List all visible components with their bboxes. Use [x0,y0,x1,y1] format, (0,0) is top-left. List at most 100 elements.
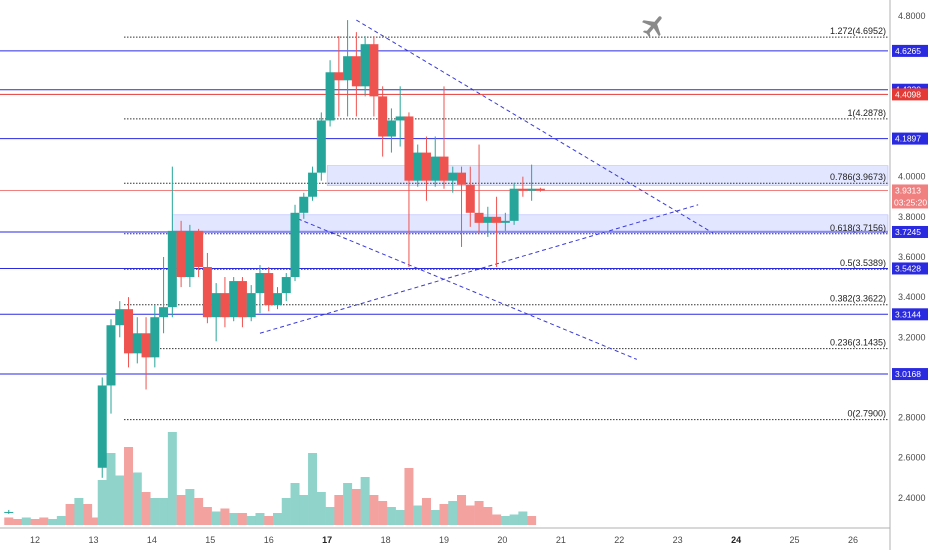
candle-body [255,273,265,294]
x-tick-label: 14 [147,535,157,545]
volume-bar [246,516,256,525]
y-tick-label: 3.4000 [898,292,926,302]
volume-bar [457,495,467,525]
volume-bar [91,517,101,525]
current-price-tag [892,184,928,209]
volume-bar [237,513,247,525]
volume-bar [430,510,440,525]
candle-body [237,281,247,318]
trendline [259,204,699,334]
volume-bar [132,472,142,525]
x-tick-label: 20 [497,535,507,545]
y-tick-label: 2.8000 [898,413,926,423]
candle-body [106,325,116,386]
fib-label: 0.5(3.5389) [840,258,886,268]
price-tag [892,132,928,145]
volume-bar [413,505,423,525]
candle-body [141,333,151,358]
volume-bar [56,516,66,525]
candle-body [465,184,475,213]
candle-body [325,72,335,121]
volume-bar [65,504,75,525]
volume-bar [299,495,309,525]
volume-bar [264,516,274,525]
candle-body [211,293,221,318]
candle-body [334,72,344,81]
y-tick-label: 3.6000 [898,252,926,262]
volume-bar [308,453,318,525]
fib-label: 1(4.2878) [847,108,886,118]
candle-body [492,216,502,223]
volume-bar [255,513,265,525]
trendline [297,218,637,360]
volume-bar [141,492,151,525]
zone-0 [326,165,889,186]
candle-body [527,188,537,191]
candle-body [229,281,239,318]
x-tick-label: 15 [205,535,215,545]
volume-bar [439,504,449,525]
candle-body [360,44,370,87]
x-tick-label: 25 [790,535,800,545]
fib-label: 0.786(3.9673) [830,172,886,182]
volume-bar [97,480,107,525]
fib-label: 0(2.7900) [847,409,886,419]
x-tick-label: 23 [673,535,683,545]
price-tag [892,225,928,238]
price-tag-label: 3.5428 [895,263,921,273]
candle-body [159,307,169,318]
candle-body [369,44,379,97]
volume-bar [474,501,484,525]
volume-bar [378,501,388,525]
candle-body [264,273,274,306]
volume-bar [351,489,361,525]
candle-body [483,216,493,223]
volume-bar [211,511,221,525]
candle-body [132,333,142,354]
volume-bar [83,504,93,525]
candle-body [457,172,467,185]
price-tag [892,308,928,321]
volume-bar [404,468,414,525]
y-tick-label: 2.6000 [898,453,926,463]
x-tick-label: 16 [264,535,274,545]
candle-body [194,230,204,268]
y-tick-label: 2.4000 [898,493,926,503]
candle-body [448,172,458,181]
volume-bar [290,483,300,525]
volume-bar [159,498,169,525]
volume-bar [483,507,493,525]
price-tag [892,368,928,381]
fib-label: 0.618(3.7156) [830,223,886,233]
volume-bar [518,511,528,525]
volume-bar [281,498,291,525]
price-tag-label: 3.0168 [895,369,921,379]
candle-body [115,309,125,326]
candle-body [4,511,14,513]
volume-bar [334,495,344,525]
price-tag [892,44,928,57]
volume-bar [30,519,40,525]
candle-body [474,212,484,223]
price-tag-label: 3.7245 [895,227,921,237]
volume-bar [48,519,58,525]
y-tick-label: 4.8000 [898,11,926,21]
volume-bar [448,501,458,525]
x-tick-label: 18 [381,535,391,545]
volume-bar [465,505,475,525]
volume-bar [185,489,195,525]
x-tick-label: 26 [848,535,858,545]
candle-body [97,385,107,468]
airplane-icon [642,16,662,38]
volume-bar [273,513,282,525]
candle-body [404,116,414,181]
price-tag-label: 3.3144 [895,309,921,319]
y-tick-label: 3.2000 [898,332,926,342]
candle-body [124,309,134,354]
volume-bar [115,475,125,525]
candle-body [395,116,405,121]
volume-bar [124,447,134,525]
volume-bar [369,495,379,525]
